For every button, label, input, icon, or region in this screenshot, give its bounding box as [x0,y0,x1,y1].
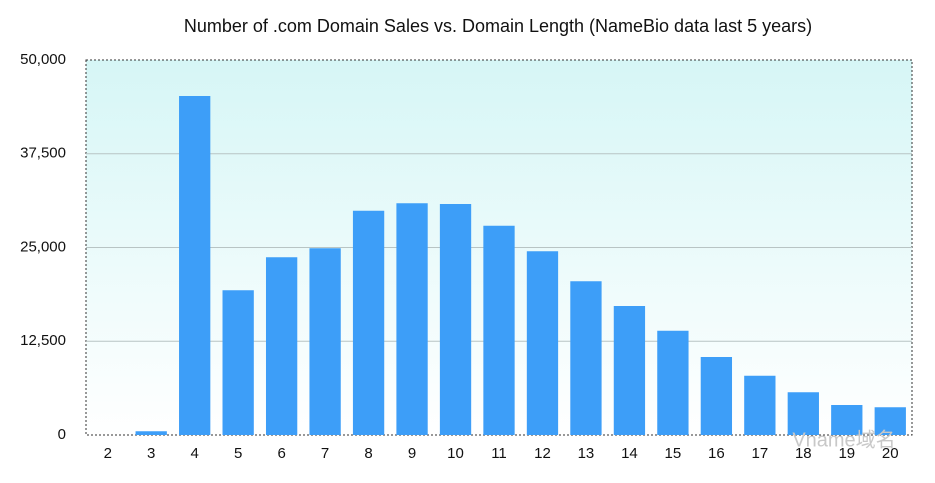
x-tick-label: 19 [838,445,855,462]
x-tick-label: 12 [534,445,551,462]
x-tick-label: 2 [104,445,112,462]
x-tick-label: 11 [491,445,507,462]
y-tick-label: 12,500 [20,332,66,349]
bar [831,405,863,435]
bar [657,330,689,435]
bar [396,203,428,435]
bar [483,225,515,435]
bar [526,251,559,435]
x-tick-label: 17 [751,445,768,462]
bar [265,257,298,435]
bar [570,281,602,435]
bar [135,431,167,435]
bar [352,210,385,435]
bar [613,306,646,435]
bar [309,248,341,435]
x-tick-label: 16 [708,445,725,462]
bar [744,375,776,435]
x-tick-label: 5 [234,445,242,462]
bar [787,392,819,435]
x-tick-label: 20 [882,445,899,462]
x-tick-label: 3 [147,445,155,462]
x-tick-label: 13 [578,445,595,462]
bar [179,96,211,435]
y-tick-label: 50,000 [20,51,66,68]
x-tick-label: 7 [321,445,329,462]
bar [700,357,733,435]
x-tick-label: 6 [277,445,285,462]
x-tick-label: 10 [447,445,464,462]
x-tick-label: 14 [621,445,638,462]
x-tick-label: 8 [364,445,372,462]
bar [874,407,906,435]
x-tick-label: 15 [665,445,682,462]
bar [439,204,472,435]
bar [222,290,254,435]
y-tick-label: 37,500 [20,145,66,162]
watermark: Vname域名 [792,428,895,451]
x-tick-label: 4 [191,445,199,462]
chart-title: Number of .com Domain Sales vs. Domain L… [184,16,812,36]
y-tick-label: 25,000 [20,238,66,255]
x-tick-label: 9 [408,445,416,462]
x-tick-label: 18 [795,445,812,462]
y-tick-label: 0 [58,426,66,443]
